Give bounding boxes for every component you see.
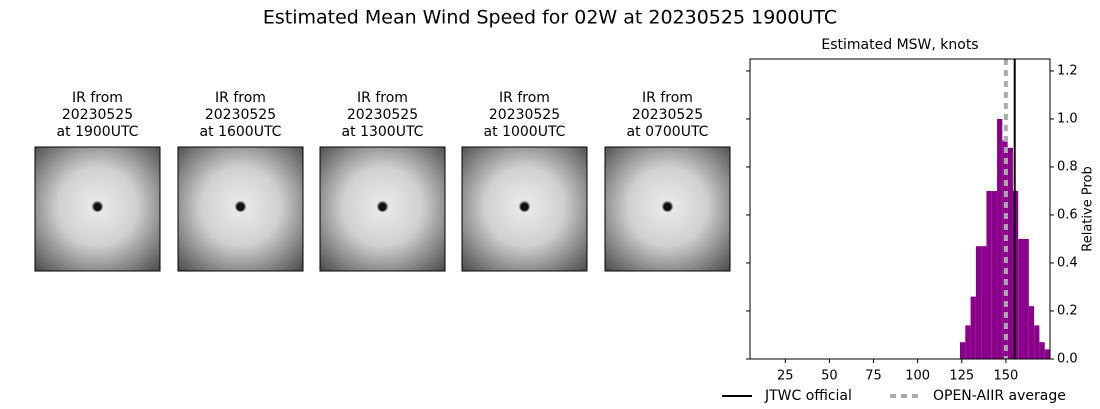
panel-label: 20230525 — [347, 107, 418, 123]
bar — [965, 325, 971, 359]
bar — [981, 246, 987, 359]
bar — [1007, 147, 1013, 359]
x-tick-label: 75 — [865, 369, 882, 384]
chart-title: Estimated MSW, knots — [821, 37, 978, 53]
y-tick-label: 0.8 — [1057, 160, 1078, 175]
x-tick-label: 150 — [993, 369, 1018, 384]
legend-label: JTWC official — [764, 388, 852, 404]
panel-label: IR from — [215, 90, 266, 106]
panel-label: at 1300UTC — [342, 124, 424, 140]
panel-label: at 1600UTC — [200, 124, 282, 140]
storm-eye — [520, 203, 529, 211]
bar — [986, 191, 992, 359]
bar — [1028, 306, 1035, 359]
x-tick-label: 50 — [821, 369, 838, 384]
panel-label: at 1000UTC — [484, 124, 566, 140]
bar — [991, 191, 998, 359]
bar — [960, 342, 966, 359]
panel-label: 20230525 — [632, 107, 703, 123]
panel-label: at 1900UTC — [57, 124, 139, 140]
panel-label: IR from — [499, 90, 550, 106]
panel-label: IR from — [357, 90, 408, 106]
y-axis-label: Relative Prob — [1081, 166, 1096, 251]
storm-eye — [663, 203, 672, 211]
y-tick-label: 0.6 — [1057, 208, 1078, 223]
bar — [975, 246, 982, 359]
y-tick-label: 0.0 — [1057, 352, 1078, 367]
y-tick-label: 0.4 — [1057, 256, 1078, 271]
y-tick-label: 0.2 — [1057, 304, 1078, 319]
panel-label: 20230525 — [205, 107, 276, 123]
x-tick-label: 125 — [949, 369, 974, 384]
bar — [1044, 349, 1050, 359]
storm-eye — [93, 203, 102, 211]
panel-label: IR from — [72, 90, 123, 106]
bar — [1018, 239, 1024, 359]
plot-frame — [749, 58, 1051, 360]
bar — [1034, 325, 1040, 359]
bar — [970, 296, 976, 359]
bar — [1039, 342, 1045, 359]
panel-label: at 0700UTC — [627, 124, 709, 140]
bar — [997, 119, 1003, 359]
x-tick-label: 25 — [777, 369, 794, 384]
panel-label: 20230525 — [62, 107, 133, 123]
y-tick-label: 1.0 — [1057, 112, 1078, 127]
y-tick-label: 1.2 — [1057, 64, 1078, 79]
x-tick-label: 100 — [905, 369, 930, 384]
panel-label: 20230525 — [489, 107, 560, 123]
storm-eye — [236, 203, 245, 211]
figure-title: Estimated Mean Wind Speed for 02W at 202… — [263, 7, 837, 29]
legend-label: OPEN-AIIR average — [933, 388, 1066, 404]
storm-eye — [378, 203, 387, 211]
bar — [1023, 239, 1029, 359]
panel-label: IR from — [642, 90, 693, 106]
